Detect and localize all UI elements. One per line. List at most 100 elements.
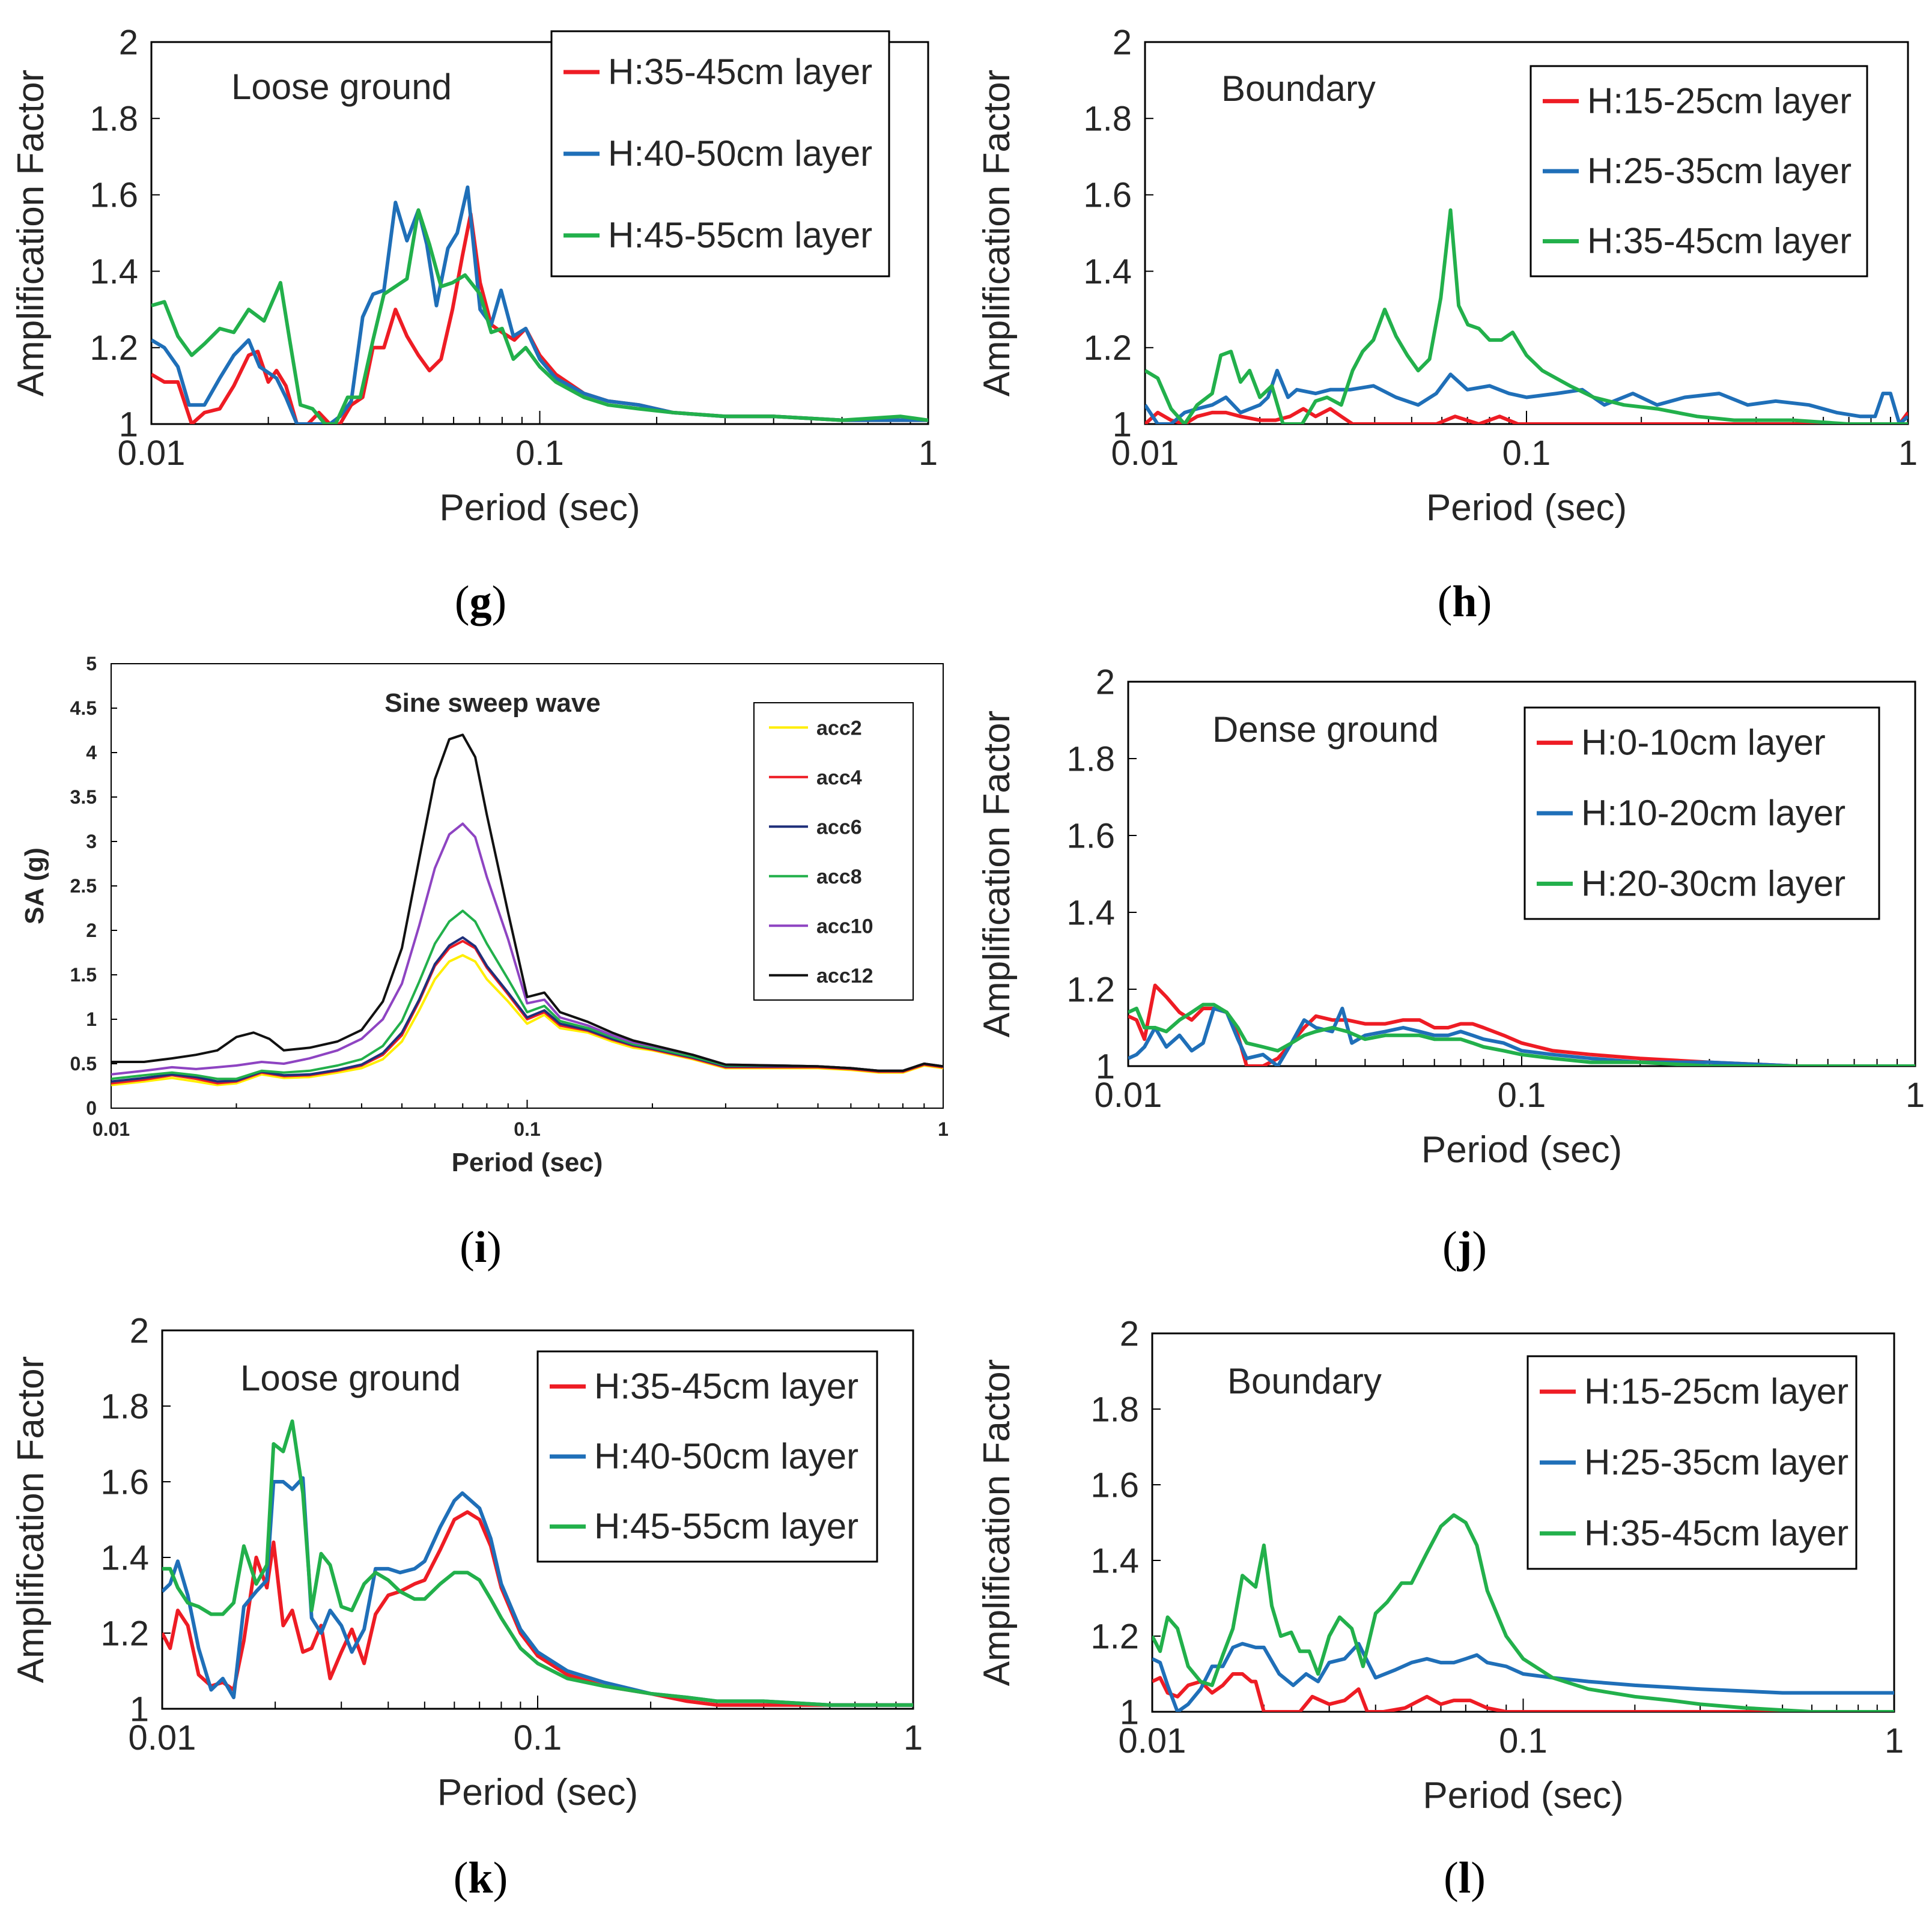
y-axis-label: Amplification Factor bbox=[10, 70, 52, 396]
y-tick-label: 1.6 bbox=[1083, 176, 1132, 215]
y-axis-label: Amplification Factor bbox=[976, 711, 1018, 1037]
x-tick-label: 1 bbox=[938, 1118, 949, 1140]
x-axis-label: Period (sec) bbox=[1423, 1775, 1623, 1816]
legend-label: H:15-25cm layer bbox=[1587, 80, 1852, 121]
y-tick-label: 1 bbox=[1120, 1693, 1139, 1732]
y-tick-label: 3.5 bbox=[70, 786, 97, 808]
series-group bbox=[1145, 208, 1908, 424]
chart-panel-j: 0.01 0.1 1 1 1.2 1.4 1.6 1.8 2 Period (sec) Amplif… bbox=[966, 643, 1932, 1183]
legend-box bbox=[550, 30, 890, 277]
series-line-1 bbox=[162, 1510, 913, 1707]
y-axis-label: Amplification Factor bbox=[976, 1359, 1018, 1686]
x-tick-label: 1 bbox=[1898, 434, 1918, 473]
legend-label: H:45-55cm layer bbox=[594, 1506, 858, 1547]
x-axis-label: Period (sec) bbox=[1426, 487, 1627, 529]
y-tick-label: 1.8 bbox=[90, 100, 138, 139]
y-tick-label: 4.5 bbox=[70, 697, 97, 719]
y-tick-label: 1 bbox=[1113, 405, 1132, 444]
legend-label: H:10-20cm layer bbox=[1581, 793, 1845, 833]
y-tick-label: 1.4 bbox=[1090, 1541, 1139, 1580]
x-tick-label: 0.1 bbox=[1498, 1076, 1546, 1115]
legend-label: H:35-45cm layer bbox=[1587, 221, 1852, 261]
legend-box bbox=[536, 1350, 878, 1563]
x-tick-label: 1 bbox=[919, 434, 938, 473]
series-line-3 bbox=[1152, 1513, 1894, 1712]
y-tick-label: 1.8 bbox=[1083, 100, 1132, 139]
y-axis-label: Amplification Factor bbox=[10, 1356, 52, 1683]
y-tick-label: 0.5 bbox=[70, 1053, 97, 1075]
y-tick-label: 0 bbox=[86, 1097, 97, 1119]
series-line-3 bbox=[1128, 1002, 1915, 1066]
y-tick-label: 1.4 bbox=[1083, 252, 1132, 291]
y-tick-label: 3 bbox=[86, 831, 97, 852]
y-tick-label: 1.2 bbox=[1090, 1617, 1139, 1656]
series-line-2 bbox=[151, 185, 928, 424]
x-tick-label: 0.1 bbox=[514, 1718, 562, 1757]
legend-label: H:0-10cm layer bbox=[1581, 723, 1826, 763]
legend-box bbox=[1526, 1355, 1858, 1570]
y-tick-label: 1.2 bbox=[90, 329, 138, 368]
legend-label: H:15-25cm layer bbox=[1584, 1371, 1848, 1411]
chart-panel-i: 0.01 0.1 1 0 0.5 1 1.5 2 2.5 3 3.5 4 4.5 5 Period (sec… bbox=[0, 643, 966, 1183]
x-tick-label: 0.01 bbox=[93, 1118, 130, 1140]
legend-label: H:25-35cm layer bbox=[1587, 151, 1852, 191]
y-tick-label: 2 bbox=[1120, 1314, 1139, 1353]
caption-l: (l) bbox=[1444, 1854, 1486, 1903]
series-group bbox=[162, 1419, 913, 1707]
y-tick-label: 1.2 bbox=[100, 1614, 149, 1653]
legend-label: acc12 bbox=[816, 965, 873, 987]
chart-svg-h: 0.01 0.1 1 1 1.2 1.4 1.6 1.8 2 Period (sec) Amplif… bbox=[976, 23, 1918, 529]
series-line-2 bbox=[1128, 1007, 1915, 1066]
y-tick-label: 1 bbox=[86, 1008, 97, 1030]
legend-label: H:35-45cm layer bbox=[608, 52, 872, 92]
legend-label: acc4 bbox=[816, 766, 862, 789]
series-line-3 bbox=[151, 208, 928, 424]
x-tick-label: 0.1 bbox=[1502, 434, 1551, 473]
x-tick-label: 0.01 bbox=[1119, 1721, 1186, 1760]
chart-title: Loose ground bbox=[240, 1358, 461, 1398]
x-axis-label: Period (sec) bbox=[1421, 1129, 1622, 1171]
x-axis-label: Period (sec) bbox=[437, 1772, 638, 1813]
legend-box bbox=[753, 702, 914, 1001]
series-line-3 bbox=[162, 1419, 913, 1707]
y-tick-label: 2 bbox=[130, 1311, 149, 1350]
caption-i: (i) bbox=[460, 1223, 502, 1272]
x-tick-label: 0.01 bbox=[1095, 1076, 1162, 1115]
y-tick-label: 1.6 bbox=[90, 176, 138, 215]
legend-label: H:20-30cm layer bbox=[1581, 863, 1845, 903]
legend-label: acc2 bbox=[816, 717, 862, 739]
series-line-2 bbox=[1145, 369, 1908, 424]
x-tick-label: 1 bbox=[1885, 1721, 1904, 1760]
y-tick-label: 2.5 bbox=[70, 875, 97, 897]
y-tick-label: 1.5 bbox=[70, 964, 97, 986]
y-tick-label: 1.2 bbox=[1083, 329, 1132, 368]
chart-title: Loose ground bbox=[231, 67, 452, 107]
series-line-1 bbox=[1128, 983, 1915, 1066]
y-tick-label: 1.2 bbox=[1066, 970, 1115, 1009]
x-tick-label: 1 bbox=[904, 1718, 923, 1757]
chart-title: Dense ground bbox=[1212, 709, 1439, 750]
x-tick-label: 0.1 bbox=[1499, 1721, 1548, 1760]
chart-panel-k: 0.01 0.1 1 1 1.2 1.4 1.6 1.8 2 Period (sec) Amplif… bbox=[0, 1297, 966, 1838]
y-tick-label: 2 bbox=[1113, 23, 1132, 62]
x-tick-label: 0.1 bbox=[514, 1118, 540, 1140]
y-tick-label: 2 bbox=[1096, 662, 1115, 702]
x-axis-label: Period (sec) bbox=[452, 1148, 603, 1177]
series-line-2 bbox=[162, 1476, 913, 1707]
chart-panel-h: 0.01 0.1 1 1 1.2 1.4 1.6 1.8 2 Period (sec) Amplif… bbox=[966, 0, 1932, 541]
y-axis-label: Amplification Factor bbox=[976, 70, 1018, 396]
y-tick-label: 1.8 bbox=[1066, 739, 1115, 778]
chart-panel-l: 0.01 0.1 1 1 1.2 1.4 1.6 1.8 2 Period (sec) Amplif… bbox=[966, 1297, 1932, 1838]
x-tick-label: 0.01 bbox=[1111, 434, 1179, 473]
caption-j: (j) bbox=[1442, 1223, 1487, 1272]
legend-label: H:35-45cm layer bbox=[594, 1366, 858, 1406]
chart-svg-i: 0.01 0.1 1 0 0.5 1 1.5 2 2.5 3 3.5 4 4.5 5 Period (sec… bbox=[20, 653, 949, 1177]
x-tick-label: 0.1 bbox=[515, 434, 564, 473]
legend-label: H:40-50cm layer bbox=[608, 133, 872, 174]
caption-k: (k) bbox=[453, 1854, 508, 1903]
chart-svg-k: 0.01 0.1 1 1 1.2 1.4 1.6 1.8 2 Period (sec) Amplif… bbox=[10, 1311, 923, 1813]
legend-label: H:25-35cm layer bbox=[1584, 1442, 1848, 1482]
y-tick-label: 1.6 bbox=[1066, 816, 1115, 855]
chart-title: Boundary bbox=[1227, 1361, 1382, 1401]
chart-title: Sine sweep wave bbox=[384, 688, 601, 718]
